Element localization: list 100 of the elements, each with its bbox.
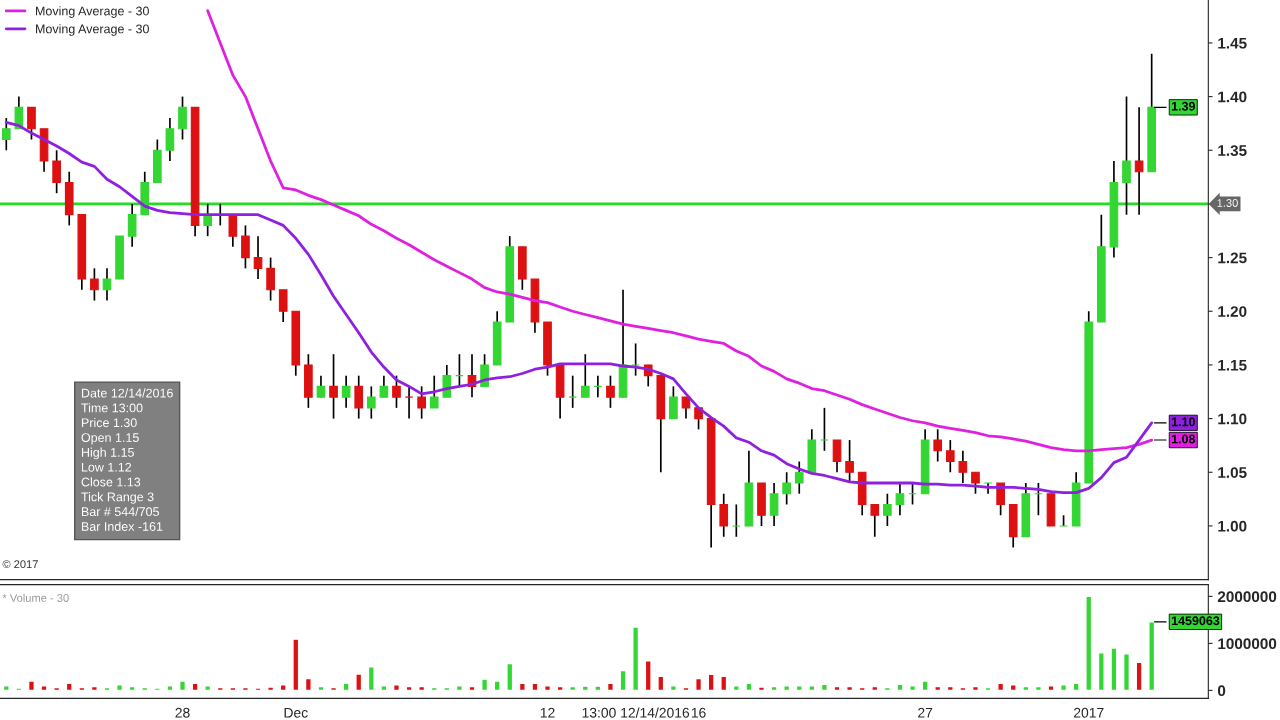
bar: [921, 680, 929, 692]
candlestick: [681, 396, 691, 420]
candlestick: [429, 374, 439, 409]
bar: [405, 685, 413, 692]
bar: [204, 685, 212, 692]
bar: [1085, 595, 1093, 692]
bar: [606, 682, 614, 692]
bar: [720, 675, 728, 692]
candlestick: [606, 374, 615, 409]
bar: [241, 686, 249, 692]
candlestick: [417, 385, 426, 420]
bar: [330, 686, 338, 692]
y-tick-label: 1000000: [1218, 638, 1277, 650]
candlestick: [316, 374, 326, 398]
bar: [896, 683, 904, 692]
bar: [644, 660, 652, 692]
annotation: Open 1.15: [81, 433, 139, 445]
y-tick-label: 1.20: [1218, 306, 1247, 317]
bar: [783, 685, 791, 692]
bar: [128, 685, 136, 692]
bar: [27, 680, 35, 692]
bar: [40, 685, 48, 692]
bar: [1122, 653, 1131, 692]
annotation: Time 13:00: [81, 403, 143, 413]
candlestick: [832, 439, 842, 474]
candlestick: [933, 428, 943, 463]
ref-line-label: 1.30: [1217, 199, 1238, 207]
bar: [846, 685, 854, 692]
candlestick: [366, 385, 376, 420]
bar: [581, 685, 589, 692]
annotation: * Volume - 30: [2, 593, 69, 602]
bar: [1110, 647, 1118, 692]
y-tick-label: 2000000: [1217, 591, 1277, 603]
x-tick-label: 27: [918, 707, 933, 718]
y-tick-label: 1.00: [1218, 520, 1247, 532]
bar: [518, 682, 526, 692]
bar: [669, 685, 677, 692]
x-tick-label: 16: [691, 707, 706, 718]
candlestick: [329, 353, 338, 420]
candlestick: [178, 95, 187, 141]
bar: [745, 682, 753, 692]
bar: [216, 686, 224, 692]
data-label: 1.08: [1171, 434, 1196, 444]
candlestick: [241, 224, 250, 270]
bar: [153, 687, 161, 692]
bar: [833, 685, 841, 692]
x-tick-label: 13:00 12/14/2016: [582, 707, 690, 718]
bar: [569, 685, 577, 692]
candlestick: [719, 492, 729, 538]
bar: [1047, 685, 1055, 692]
candlestick: [354, 374, 364, 420]
bar: [543, 685, 552, 692]
bar: [53, 686, 61, 692]
legend-label: Moving Average - 30: [36, 6, 149, 18]
candlestick: [27, 106, 36, 141]
x-tick-label: 12: [540, 707, 555, 718]
bar: [1135, 661, 1143, 692]
bar: [594, 685, 602, 692]
bar: [1097, 652, 1105, 692]
bar: [342, 682, 350, 692]
candlestick: [480, 353, 489, 388]
candlestick: [782, 471, 791, 506]
candlestick: [165, 117, 175, 162]
bar: [946, 685, 954, 692]
bar: [279, 684, 287, 692]
bar: [355, 673, 363, 692]
bar: [971, 685, 979, 692]
x-tick-label: Dec: [284, 707, 308, 718]
candlestick: [1122, 95, 1131, 216]
y-tick-label: 1.25: [1218, 252, 1247, 264]
bar: [909, 685, 917, 692]
candlestick: [228, 213, 238, 248]
bar: [2, 685, 10, 692]
data-label: 1.10: [1171, 417, 1195, 427]
bar: [883, 686, 891, 692]
annotation: High 1.15: [81, 447, 134, 460]
annotation: Low 1.12: [81, 462, 132, 472]
bar: [757, 686, 766, 692]
candlestick: [794, 460, 804, 495]
bar: [103, 686, 111, 692]
bar: [732, 685, 740, 692]
bar: [304, 677, 312, 692]
y-tick-label: 1.10: [1218, 413, 1247, 425]
bar: [808, 685, 816, 692]
bar: [506, 662, 514, 692]
candlestick: [127, 203, 137, 248]
bar: [254, 687, 262, 692]
bar: [619, 669, 627, 692]
candlestick: [253, 235, 263, 280]
line-series: [206, 9, 1154, 453]
annotation: Price 1.30: [81, 417, 137, 428]
candlestick: [870, 503, 880, 538]
bar: [229, 686, 237, 692]
bar: [695, 677, 703, 692]
bar: [795, 685, 803, 692]
bar: [90, 685, 98, 692]
bar: [632, 626, 640, 692]
candlestick: [971, 471, 980, 495]
candlestick: [442, 364, 452, 398]
candlestick: [392, 374, 401, 409]
